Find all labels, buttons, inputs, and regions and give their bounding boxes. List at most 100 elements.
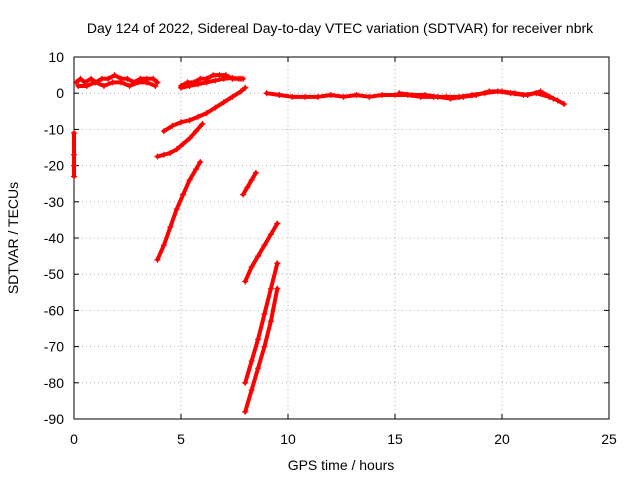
data-point	[537, 88, 544, 95]
data-point	[167, 149, 174, 156]
data-point	[192, 128, 199, 135]
data-point	[71, 162, 77, 169]
data-series	[71, 130, 77, 180]
y-tick-label: -40	[44, 230, 64, 246]
data-point	[100, 82, 107, 89]
y-tick-label: -60	[44, 302, 64, 318]
data-point	[220, 99, 227, 106]
data-point	[274, 220, 281, 227]
data-point	[143, 79, 150, 86]
x-tick-label: 10	[280, 431, 296, 447]
data-series	[396, 88, 557, 102]
data-series-trace	[241, 170, 258, 197]
data-point	[255, 336, 262, 343]
data-point	[511, 90, 518, 97]
data-point	[186, 82, 193, 89]
data-point	[180, 191, 187, 198]
data-point	[118, 79, 125, 86]
data-series-trace	[243, 221, 280, 284]
data-point	[421, 92, 428, 99]
data-point	[379, 92, 386, 99]
data-point	[126, 82, 133, 89]
x-tick-label: 15	[387, 431, 403, 447]
y-tick-label: -70	[44, 339, 64, 355]
data-point	[554, 97, 561, 104]
y-tick-label: -10	[44, 121, 64, 137]
data-point	[353, 92, 360, 99]
data-point	[154, 79, 161, 86]
x-tick-label: 0	[70, 431, 78, 447]
data-series	[75, 79, 159, 89]
y-axis-label: SDTVAR / TECUs	[5, 182, 21, 294]
x-axis-label: GPS time / hours	[288, 457, 395, 473]
data-series-trace	[161, 85, 248, 134]
data-point	[180, 140, 187, 147]
data-point	[71, 173, 77, 180]
axis-ticks: 10 0 -10 -20 -30 -40 -50 -60 -70 -80 -90 0 5 10 15 20 25	[44, 49, 617, 447]
data-point	[242, 278, 249, 285]
data-point	[160, 151, 167, 158]
grid	[74, 57, 609, 419]
data-point	[186, 177, 193, 184]
data-point	[524, 92, 531, 99]
data-point	[109, 79, 116, 86]
data-point	[392, 92, 398, 99]
data-point	[160, 128, 167, 135]
data-point	[276, 92, 283, 99]
data-point	[135, 79, 142, 86]
data-point	[184, 79, 191, 86]
data-point	[160, 242, 167, 249]
data-point	[248, 358, 255, 365]
data-point	[173, 146, 180, 153]
data-point	[73, 79, 80, 86]
data-point	[263, 90, 270, 97]
data-point	[212, 77, 219, 84]
data-point	[111, 72, 118, 79]
data-series-trace	[243, 286, 280, 414]
data-series	[242, 220, 281, 285]
data-point	[212, 104, 219, 111]
data-point	[98, 75, 105, 82]
data-point	[434, 93, 441, 100]
data-point	[460, 93, 467, 100]
data-point	[195, 81, 202, 88]
data-point	[255, 253, 262, 260]
data-points	[71, 72, 568, 415]
data-point	[167, 224, 174, 231]
data-point	[289, 93, 296, 100]
y-tick-label: -20	[44, 158, 64, 174]
data-point	[192, 166, 199, 173]
data-point	[178, 119, 184, 126]
data-point	[340, 93, 347, 100]
data-point	[75, 82, 82, 89]
data-point	[197, 75, 204, 82]
data-point	[229, 74, 236, 81]
data-point	[327, 92, 334, 99]
data-point	[242, 408, 249, 415]
y-tick-label: -90	[44, 411, 64, 427]
data-point	[267, 231, 274, 238]
data-point	[169, 122, 176, 129]
data-point	[248, 387, 255, 394]
data-point	[124, 75, 131, 82]
data-point	[186, 135, 193, 142]
data-point	[150, 75, 157, 82]
x-tick-label: 5	[177, 431, 185, 447]
y-tick-label: 0	[56, 85, 64, 101]
data-point	[197, 158, 204, 165]
data-point	[274, 260, 281, 267]
data-series-trace	[76, 80, 158, 88]
y-tick-label: 10	[48, 49, 64, 65]
data-point	[486, 88, 493, 95]
data-series	[154, 158, 204, 263]
data-point	[314, 93, 321, 100]
data-point	[255, 365, 262, 372]
y-tick-label: -30	[44, 194, 64, 210]
data-series	[242, 285, 281, 415]
data-point	[199, 120, 206, 127]
data-point	[267, 318, 274, 325]
x-tick-label: 25	[601, 431, 617, 447]
data-series	[154, 120, 206, 160]
data-point	[203, 79, 210, 86]
